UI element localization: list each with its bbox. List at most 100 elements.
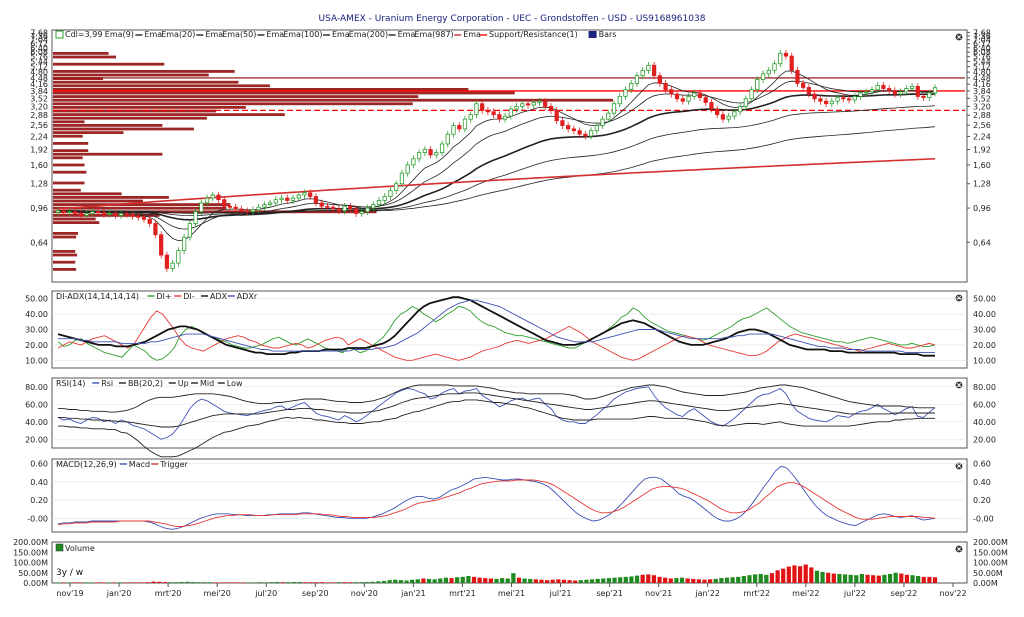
y-tick-label: 200.00M [973,538,1008,547]
volume-bar [511,573,516,583]
volume-bar [297,581,302,583]
candle-body [543,100,548,107]
y-tick-label-left: 40.00 [25,310,48,319]
volume-bar [668,578,673,583]
volume-bar [769,573,775,583]
volume-bar [443,577,449,583]
candle-body [760,73,766,80]
candle-body [78,213,84,216]
volume-bar [173,582,179,583]
volume-bar [685,578,690,583]
y-tick-label: 2,24 [973,132,991,141]
volume-bar [528,578,533,583]
legend-item: RSI(14) [56,379,85,388]
volume-bar [657,576,662,583]
support-resistance-bar [53,80,239,84]
series-line-adx [57,296,935,357]
volume-bar [764,574,769,583]
candle-body [428,149,433,156]
support-resistance-bar [53,170,87,174]
candle-body [353,208,359,214]
volume-bar [89,582,94,583]
y-tick-label: 2,56 [973,121,991,130]
chart-title: USA-AMEX - Uranium Energy Corporation - … [318,14,706,24]
volume-bar [921,576,926,583]
candle-body [279,197,284,201]
volume-bar [741,576,746,583]
candle-body [554,109,559,122]
candle-body [84,213,89,216]
support-resistance-bar [53,196,169,199]
candle-body [331,206,336,210]
candle-body [376,200,382,205]
legend-item: ADX [210,292,228,301]
candle-body [669,89,674,95]
y-tick-label-left: 7,68 [30,28,48,37]
candle-body [181,236,187,252]
volume-bar [359,582,364,583]
y-tick-label: 0.20 [973,496,991,505]
candle-body [508,108,513,117]
candle-body [176,250,181,264]
legend-item: Ema [463,30,481,39]
y-tick-label: 2,88 [973,111,991,120]
candle-body [371,204,376,209]
candle-body [222,199,227,207]
y-tick-label: 6,08 [973,48,991,57]
x-tick-label: jul'21 [549,589,572,598]
support-resistance-bar [53,91,515,95]
x-tick-label: nov'19 [56,589,83,598]
y-tick-label-left: 1,92 [30,145,48,154]
volume-bar [325,582,330,583]
y-tick-label: 1,60 [973,161,991,170]
y-tick-label-left: 7,36 [30,32,48,41]
candle-body [227,205,233,208]
legend-item: BB(20,2) [128,379,163,388]
volume-bar [640,574,645,583]
volume-bar [500,578,505,583]
candle-body [927,92,932,98]
candle-body [646,64,651,71]
volume-bar [168,582,173,583]
candle-body [520,103,525,107]
series-line-low [58,399,935,458]
volume-bar [471,576,477,583]
candle-body [273,199,278,204]
candle-body [629,82,634,91]
candle-body [118,213,124,216]
candle-body [497,114,502,120]
volume-bar [72,582,77,583]
volume-bar [140,582,145,583]
candle-body [921,95,926,98]
y-tick-label: 7,04 [973,36,991,45]
volume-bar [308,582,314,583]
series-line-rsi [57,386,936,440]
y-tick-label-left: 6,40 [30,44,48,53]
y-tick-label: 3,52 [973,94,991,103]
close-icon-cross [956,382,962,388]
volume-bar [292,581,297,583]
candle-body [715,108,720,116]
support-resistance-bar [53,210,377,214]
volume-bar [730,577,735,583]
volume-bar [455,577,460,583]
x-tick-label: mei'20 [204,589,231,598]
volume-bar [426,578,432,583]
volume-bar [438,578,443,583]
volume-bar [123,582,128,583]
candle-body [147,218,152,224]
legend-item: Ema [266,30,284,39]
y-tick-label: 80.00 [973,383,996,392]
volume-bar [393,579,398,583]
series-line-mid [58,392,935,428]
volume-bar [95,582,100,583]
candle-body [571,128,577,132]
volume-bar [258,582,263,583]
candle-body [245,210,250,213]
candle-body [411,158,416,166]
y-tick-label: 4,80 [973,68,991,77]
support-resistance-bar [53,221,100,224]
volume-bar [797,566,803,583]
volume-bar [100,582,106,583]
support-resistance-bar [53,235,77,239]
